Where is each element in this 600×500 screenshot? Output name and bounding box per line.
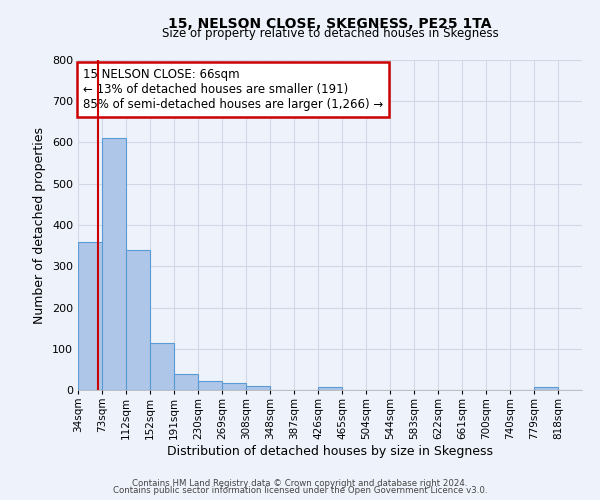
- Bar: [246, 386, 270, 390]
- X-axis label: Distribution of detached houses by size in Skegness: Distribution of detached houses by size …: [167, 444, 493, 458]
- Text: Size of property relative to detached houses in Skegness: Size of property relative to detached ho…: [161, 28, 499, 40]
- Text: Contains public sector information licensed under the Open Government Licence v3: Contains public sector information licen…: [113, 486, 487, 495]
- Bar: [126, 250, 150, 390]
- Bar: [102, 138, 126, 390]
- Bar: [174, 374, 198, 390]
- Text: 15, NELSON CLOSE, SKEGNESS, PE25 1TA: 15, NELSON CLOSE, SKEGNESS, PE25 1TA: [168, 18, 492, 32]
- Bar: [78, 242, 102, 390]
- Bar: [318, 386, 342, 390]
- Text: 15 NELSON CLOSE: 66sqm
← 13% of detached houses are smaller (191)
85% of semi-de: 15 NELSON CLOSE: 66sqm ← 13% of detached…: [83, 68, 383, 112]
- Bar: [222, 384, 246, 390]
- Y-axis label: Number of detached properties: Number of detached properties: [34, 126, 46, 324]
- Text: Contains HM Land Registry data © Crown copyright and database right 2024.: Contains HM Land Registry data © Crown c…: [132, 478, 468, 488]
- Bar: [150, 343, 174, 390]
- Bar: [534, 387, 558, 390]
- Bar: [198, 381, 222, 390]
